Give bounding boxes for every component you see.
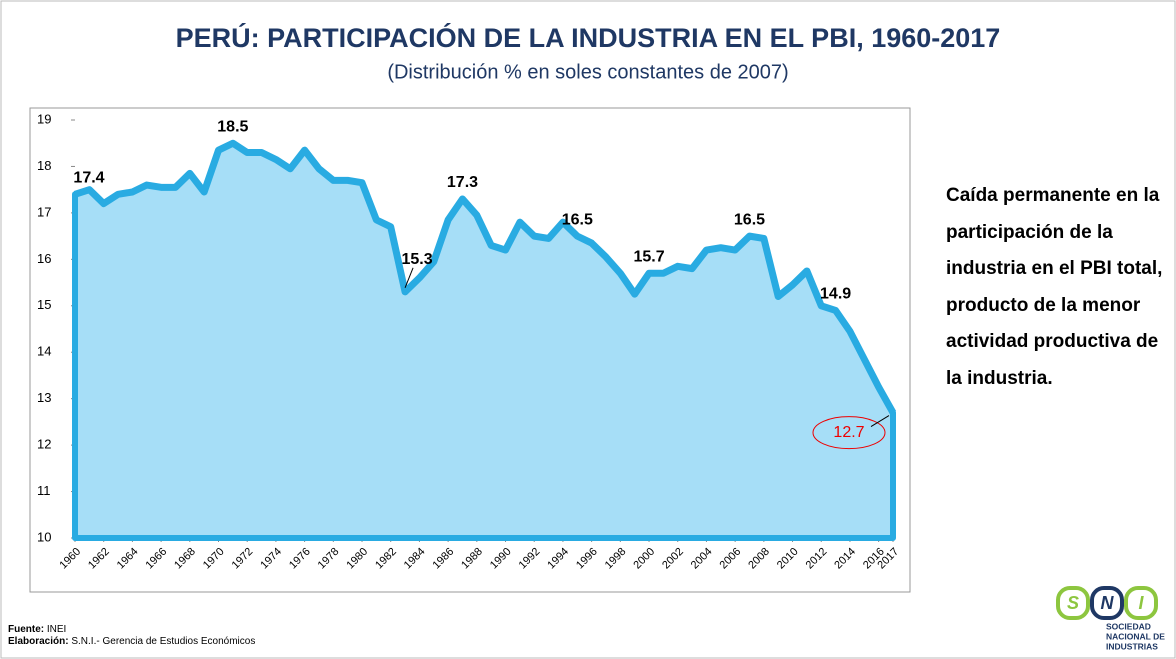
x-tick-label: 2000 [631,546,657,572]
x-tick-label: 1990 [488,546,514,572]
x-tick-label: 1982 [373,546,399,572]
value-label: 18.5 [217,118,248,135]
value-label: 14.9 [820,286,851,303]
x-tick-label: 1964 [115,546,141,572]
logo-name: NACIONAL DE [1106,631,1165,641]
y-tick-label: 10 [37,529,51,544]
y-tick-label: 12 [37,437,51,452]
label-circle [812,416,886,450]
plot-frame [29,107,911,593]
footer: Fuente: INEI Elaboración: S.N.I.- Gerenc… [8,624,255,648]
source: INEI [46,624,67,635]
side-text: Caída permanente en la participación de … [946,185,1163,389]
value-label: 16.5 [562,211,593,228]
logo-name: SOCIEDAD [1106,621,1151,631]
x-tick-label: 2014 [832,546,858,572]
value-label: 15.7 [633,248,664,265]
y-tick-label: 19 [37,111,51,126]
x-tick-label: 1974 [258,546,284,572]
credit: S.N.I.- Gerencia de Estudios Económicos [71,636,256,647]
y-tick-label: 11 [37,483,51,498]
x-tick-label: 1978 [316,546,342,572]
y-tick-label: 16 [37,251,51,266]
x-tick-label: 2004 [689,546,715,572]
logo-name: INDUSTRIAS [1106,641,1158,651]
x-tick-label: 2008 [746,546,772,572]
x-tick-label: 1996 [574,546,600,572]
x-tick-label: 1966 [143,546,169,572]
x-tick-label: 2010 [775,546,801,572]
value-label: 15.3 [401,251,432,268]
line [73,139,897,415]
x-tick-label: 1980 [344,546,370,572]
logo-box [1124,586,1158,620]
x-tick-label: 1998 [603,546,629,572]
logo-letter: N [1101,593,1115,613]
logo-box [1056,586,1090,620]
x-tick-label: 1972 [230,546,256,572]
y-tick-label: 13 [37,390,51,405]
x-tick-label: 1960 [57,546,83,572]
chart-subtitle: (Distribución % en soles constantes de 2… [387,61,788,83]
value-label: 17.4 [73,170,104,187]
y-tick-label: 17 [37,204,51,219]
x-tick-label: 2006 [718,546,744,572]
value-label: 12.7 [833,424,864,441]
x-tick-label: 1984 [402,546,428,572]
value-label: 16.5 [734,211,765,228]
x-tick-label: 1962 [86,546,112,572]
logo-letter: I [1138,593,1144,613]
source-label: Fuente: [8,624,45,635]
x-tick-label: 2002 [660,546,686,572]
y-tick-label: 18 [37,158,51,173]
area-fill [72,140,896,541]
x-tick-label: 1994 [545,546,571,572]
x-tick-label: 2012 [804,546,830,572]
x-tick-label: 1976 [287,546,313,572]
x-tick-label: 1992 [517,546,543,572]
logo-box [1090,586,1124,620]
value-label: 17.3 [447,174,478,191]
x-tick-label: 1986 [431,546,457,572]
leader [870,415,890,428]
credit-label: Elaboración: [8,636,69,647]
x-tick-label: 1968 [172,546,198,572]
y-tick-label: 15 [37,297,51,312]
x-tick-label: 1970 [201,546,227,572]
x-tick-label: 1988 [459,546,485,572]
leader [404,267,414,289]
y-tick-label: 14 [37,344,51,359]
logo-letter: S [1067,593,1079,613]
chart-title: PERÚ: PARTICIPACIÓN DE LA INDUSTRIA EN E… [176,22,1001,53]
